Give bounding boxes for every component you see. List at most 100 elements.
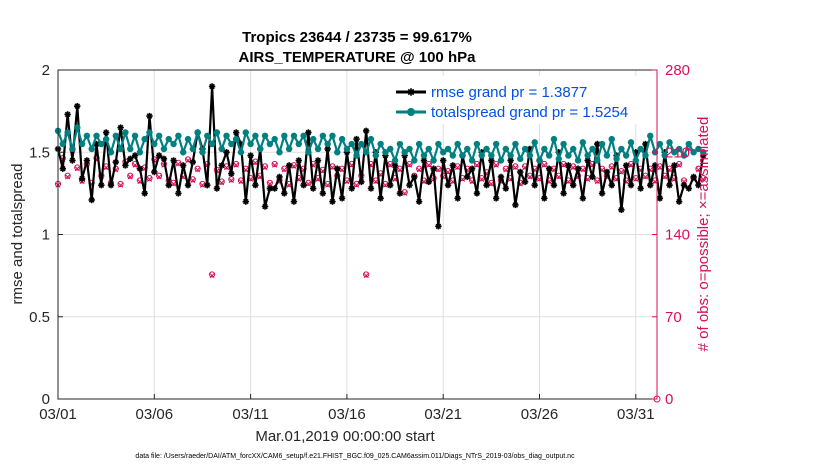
rmse-point — [271, 185, 278, 192]
asterisk-stroke — [488, 157, 495, 164]
rmse-point — [695, 181, 702, 189]
obs-assimilated-point — [406, 162, 413, 168]
obs-assimilated-point — [190, 177, 196, 184]
totalspread-point — [406, 145, 413, 153]
obs-assimilated-point — [74, 166, 80, 172]
asterisk-stroke — [531, 182, 538, 188]
totalspread-point — [473, 140, 481, 148]
rmse-point — [59, 165, 67, 172]
asterisk-stroke — [324, 146, 331, 152]
obs-assimilated-point — [561, 162, 567, 168]
asterisk-stroke — [64, 111, 71, 118]
obs-possible-point — [194, 165, 201, 172]
cross-stroke — [609, 164, 615, 171]
rmse-point — [425, 178, 432, 186]
asterisk-stroke — [228, 170, 235, 177]
cross-stroke — [171, 181, 177, 187]
totalspread-point — [151, 140, 158, 148]
rmse-point — [618, 206, 625, 214]
totalspread-point — [401, 149, 408, 156]
cross-stroke — [541, 162, 547, 168]
asterisk-stroke — [209, 83, 215, 90]
asterisk-stroke — [262, 203, 268, 210]
totalspread-point — [69, 145, 76, 153]
asterisk-stroke — [295, 157, 302, 164]
totalspread-point — [242, 129, 249, 136]
y-tick-label: 0 — [42, 391, 50, 408]
cross-stroke — [329, 164, 336, 171]
rmse-point — [565, 162, 572, 169]
asterisk-stroke — [507, 157, 514, 164]
asterisk-stroke — [623, 162, 629, 169]
asterisk-stroke — [368, 185, 374, 192]
rmse-point — [98, 181, 105, 189]
cross-stroke — [74, 166, 80, 172]
cross-stroke — [291, 163, 297, 169]
cross-stroke — [199, 182, 206, 188]
obs-possible-point — [64, 172, 71, 179]
cross-stroke — [657, 164, 663, 171]
rmse-point — [411, 173, 418, 181]
rmse-point — [300, 181, 307, 189]
y2-axis-label: # of obs: o=possible; ×=assimilated — [695, 117, 712, 352]
asterisk-stroke — [430, 165, 437, 172]
rmse-point — [83, 157, 91, 164]
obs-assimilated-point — [657, 164, 663, 171]
totalspread-point — [252, 132, 259, 139]
rmse-point — [675, 198, 683, 205]
asterisk-stroke — [657, 195, 663, 202]
rmse-point — [656, 195, 664, 202]
rmse-point — [290, 198, 298, 205]
cross-stroke — [585, 176, 591, 182]
asterisk-stroke — [358, 179, 365, 185]
asterisk-stroke — [604, 169, 610, 175]
rmse-point — [680, 181, 688, 189]
asterisk-stroke — [79, 175, 85, 182]
asterisk-stroke — [137, 165, 143, 172]
asterisk-stroke — [353, 136, 360, 142]
y2-tick-label: 280 — [665, 62, 690, 79]
asterisk-stroke — [117, 124, 124, 131]
obs-assimilated-point — [435, 167, 441, 173]
obs-assimilated-point — [570, 164, 576, 171]
asterisk-stroke — [286, 162, 292, 169]
obs-possible-point — [541, 160, 548, 168]
asterisk-stroke — [305, 129, 312, 136]
cross-stroke — [132, 162, 138, 168]
totalspread-point — [387, 145, 394, 153]
cross-stroke — [402, 190, 408, 196]
obs-assimilated-point — [291, 163, 297, 169]
totalspread-point — [281, 132, 288, 139]
rmse-point — [353, 135, 360, 143]
obs-assimilated-point — [628, 162, 634, 168]
obs-assimilated-point — [272, 162, 278, 168]
rmse-point — [647, 181, 654, 189]
rmse-point — [223, 149, 230, 156]
rmse-point — [377, 195, 384, 202]
cross-stroke — [195, 167, 201, 173]
rmse-point — [281, 190, 288, 197]
cross-stroke — [570, 164, 576, 171]
totalspread-point — [338, 135, 346, 143]
rmse-point — [637, 185, 644, 192]
asterisk-stroke — [416, 198, 422, 205]
totalspread-point — [78, 140, 86, 148]
obs-possible-point — [127, 172, 134, 179]
asterisk-stroke — [671, 162, 678, 169]
totalspread-point — [579, 139, 587, 146]
obs-assimilated-point — [156, 174, 162, 180]
asterisk-stroke — [421, 157, 427, 164]
asterisk-stroke — [60, 165, 66, 172]
asterisk-stroke — [469, 165, 475, 172]
totalspread-point — [492, 140, 500, 148]
totalspread-point — [314, 145, 322, 153]
obs-assimilated-point — [103, 164, 109, 171]
rmse-point — [622, 162, 630, 169]
obs-assimilated-point — [402, 190, 408, 196]
chart-title-line1: Tropics 23644 / 23735 = 99.617% — [242, 29, 472, 46]
asterisk-stroke — [584, 157, 591, 164]
rmse-point — [348, 185, 355, 192]
obs-assimilated-point — [479, 176, 485, 182]
obs-assimilated-point — [219, 180, 225, 186]
